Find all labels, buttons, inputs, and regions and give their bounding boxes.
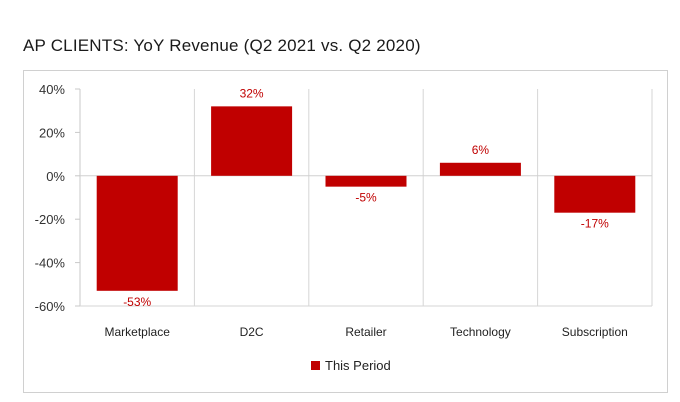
data-label: 6% [472, 143, 490, 157]
bar-technology [439, 162, 521, 176]
y-tick-label: -60% [35, 299, 66, 314]
category-label: Subscription [562, 325, 628, 339]
legend-label: This Period [325, 358, 391, 373]
category-label: D2C [240, 325, 264, 339]
y-tick-label: 20% [39, 125, 65, 140]
category-label: Retailer [345, 325, 386, 339]
category-label: Technology [450, 325, 511, 339]
bar-d2c [211, 106, 293, 176]
bar-retailer [325, 175, 407, 187]
data-label: 32% [240, 86, 264, 100]
y-tick-label: 0% [46, 169, 65, 184]
legend: This Period [311, 358, 391, 373]
data-label: -53% [123, 295, 151, 309]
legend-swatch [311, 361, 320, 370]
category-label: Marketplace [105, 325, 171, 339]
y-tick-label: 40% [39, 82, 65, 97]
bar-subscription [554, 175, 636, 213]
data-label: -17% [581, 217, 609, 231]
y-tick-label: -40% [35, 256, 66, 271]
chart-frame [23, 70, 668, 393]
data-label: -5% [355, 191, 377, 205]
bar-marketplace [96, 175, 178, 291]
y-tick-label: -20% [35, 212, 66, 227]
chart-title: AP CLIENTS: YoY Revenue (Q2 2021 vs. Q2 … [23, 36, 421, 55]
